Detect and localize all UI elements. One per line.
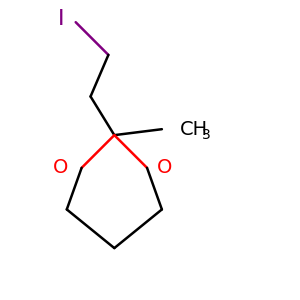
Text: O: O xyxy=(53,158,68,177)
Text: O: O xyxy=(157,158,172,177)
Text: 3: 3 xyxy=(202,128,211,142)
Text: CH: CH xyxy=(180,120,208,139)
Text: I: I xyxy=(58,9,64,29)
